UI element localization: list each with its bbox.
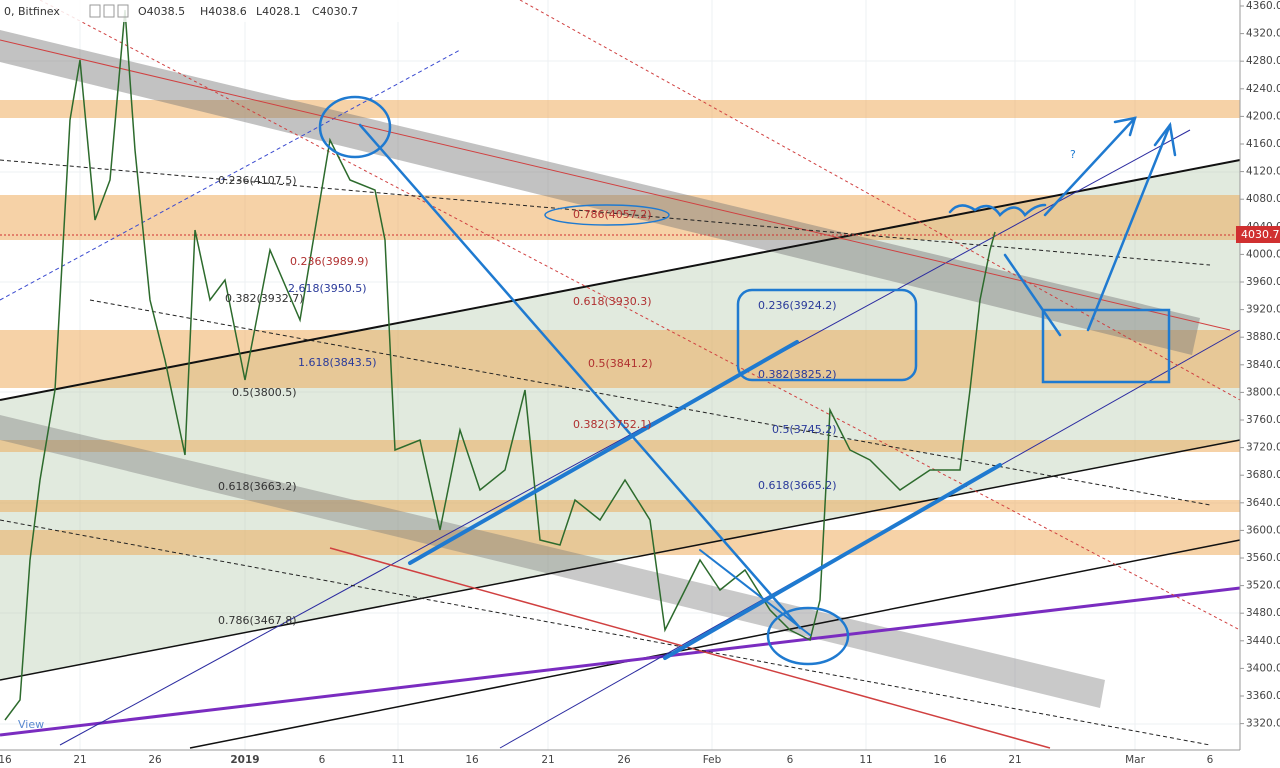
fib-label: 0.786(4057.2) [573,208,652,221]
icon[interactable] [117,4,129,18]
current-price-box [1236,226,1280,243]
fib-label: 0.618(3663.2) [218,480,297,493]
date-label: 21 [541,754,554,766]
trendlines [0,0,1241,749]
date-label: 6 [1207,754,1214,766]
date-label: 2019 [230,754,259,766]
price-labels: 4360.0 4320.0 4280.0 4240.0 4200.0 4160.0 4120… [1240,0,1280,730]
fib-label: 2.618(3950.5) [288,282,367,295]
icon[interactable] [89,4,101,18]
symbol[interactable]: 0, Bitfinex [4,5,60,18]
price-label: 3600.0 [1246,524,1280,536]
ohlc-low: L4028.1 [256,5,301,18]
price-label: 3640.0 [1246,497,1280,509]
price-label: 4280.0 [1246,55,1280,67]
price-label: 3760.0 [1246,414,1280,426]
price-label: 3520.0 [1246,580,1280,592]
price-label: 3440.0 [1246,635,1280,647]
price-label: 4360.0 [1246,0,1280,12]
fib-labels: 0.236(4107.5) 0.786(4057.2) 0.236(3989.9… [218,174,837,627]
price-label: 3720.0 [1246,442,1280,454]
price-label: 3800.0 [1246,386,1280,398]
price-label: 4080.0 [1246,193,1280,205]
date-label: 21 [73,754,86,766]
fib-label: 0.618(3930.3) [573,295,652,308]
gray-band [0,30,1200,355]
price-label: 3680.0 [1246,469,1280,481]
price-label: 3920.0 [1246,304,1280,316]
date-axis [0,750,1240,768]
price-axis [1240,0,1280,768]
watermark: View [18,718,44,731]
date-label: Feb [703,754,722,766]
fib-label: 0.382(3752.1) [573,418,652,431]
price-label: 3880.0 [1246,331,1280,343]
fib-label: 0.236(3989.9) [290,255,369,268]
fib-label: 0.786(3467.8) [218,614,297,627]
date-label: Mar [1125,754,1145,766]
fib-label: 0.5(3745.2) [772,423,837,436]
ohlc-high: H4038.6 [200,5,247,18]
fib-label: 0.382(3932.7) [225,292,304,305]
fib-label: 0.236(3924.2) [758,299,837,312]
date-label: 6 [787,754,794,766]
price-label: 4000.0 [1246,248,1280,260]
current-price: 4030.7 [1241,228,1280,241]
price-label: 4160.0 [1246,138,1280,150]
fib-label: 0.5(3800.5) [232,386,297,399]
fib-label: 0.5(3841.2) [588,357,653,370]
price-label: 3360.0 [1246,690,1280,702]
gray-band [0,415,1105,708]
price-label: 3840.0 [1246,359,1280,371]
date-label: 16 [933,754,947,766]
price-label: 4200.0 [1246,110,1280,122]
date-label: 11 [859,754,872,766]
ohlc-close: C4030.7 [312,5,358,18]
date-labels: 16 21 26 2019 6 11 16 21 26 Feb 6 11 16 21 Mar 6 [0,754,1214,766]
price-label: 3560.0 [1246,552,1280,564]
fib-label: 0.382(3825.2) [758,368,837,381]
date-label: 11 [391,754,404,766]
zones [0,100,1240,555]
fib-label: 0.236(4107.5) [218,174,297,187]
ohlc-open: O4038.5 [138,5,185,18]
date-label: 26 [148,754,162,766]
fib-label: 1.618(3843.5) [298,356,377,369]
annotations [318,95,1177,666]
price-label: 3960.0 [1246,276,1280,288]
date-label: 26 [617,754,631,766]
price-label: 3400.0 [1246,662,1280,674]
question-mark: ? [1070,148,1076,161]
header-bg [0,0,460,22]
icon[interactable] [103,4,115,18]
date-label: 16 [0,754,12,766]
price-label: 4240.0 [1246,83,1280,95]
price-path [4,9,996,721]
fib-label: 0.618(3665.2) [758,479,837,492]
price-label: 3480.0 [1246,607,1280,619]
price-label: 4320.0 [1246,28,1280,40]
date-label: 21 [1008,754,1021,766]
date-label: 16 [465,754,479,766]
price-label: 3320.0 [1246,718,1280,730]
price-label: 4120.0 [1246,166,1280,178]
date-label: 6 [319,754,326,766]
